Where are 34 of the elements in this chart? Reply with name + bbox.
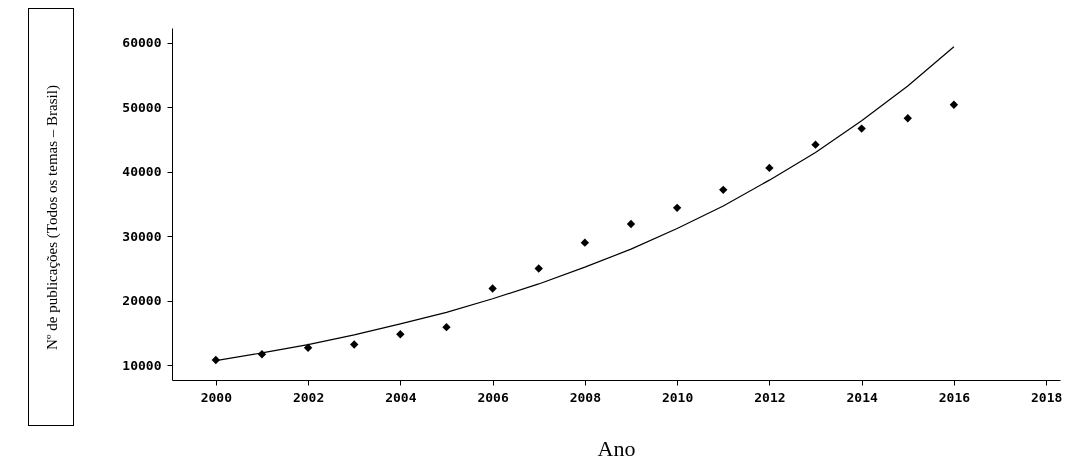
point <box>949 100 959 109</box>
point <box>857 124 866 133</box>
y-axis-title: Nº de publicações (Todos os temas – Brasil) <box>43 85 61 350</box>
x-tick-label: 2000 <box>200 389 233 405</box>
x-tick-label: 2016 <box>938 389 971 405</box>
y-tick-label: 20000 <box>122 293 162 309</box>
point <box>211 355 221 365</box>
x-tick-label: 2004 <box>385 389 417 405</box>
point <box>765 163 774 173</box>
y-tick-label: 10000 <box>122 357 162 373</box>
point <box>488 284 497 293</box>
point <box>580 238 590 247</box>
x-axis-title: Ano <box>597 435 636 461</box>
point <box>811 140 820 149</box>
point <box>903 114 912 123</box>
y-tick-label: 40000 <box>122 164 162 180</box>
x-tick-label: 2008 <box>569 389 602 405</box>
x-tick-label: 2012 <box>754 389 786 405</box>
point <box>350 340 359 349</box>
point <box>719 185 728 194</box>
y-tick-label: 50000 <box>122 99 162 115</box>
point <box>303 343 313 352</box>
y-tick-label: 60000 <box>122 35 162 51</box>
point <box>672 203 682 213</box>
x-tick-label: 2006 <box>477 389 509 405</box>
x-tick-label: 2010 <box>661 389 694 405</box>
point <box>396 330 405 339</box>
point <box>442 322 451 332</box>
x-tick-label: 2014 <box>846 389 878 405</box>
point <box>534 264 543 273</box>
y-tick-label: 30000 <box>122 228 162 244</box>
point <box>626 219 636 229</box>
x-tick-label: 2002 <box>292 389 325 405</box>
x-tick-label: 2018 <box>1031 389 1063 405</box>
